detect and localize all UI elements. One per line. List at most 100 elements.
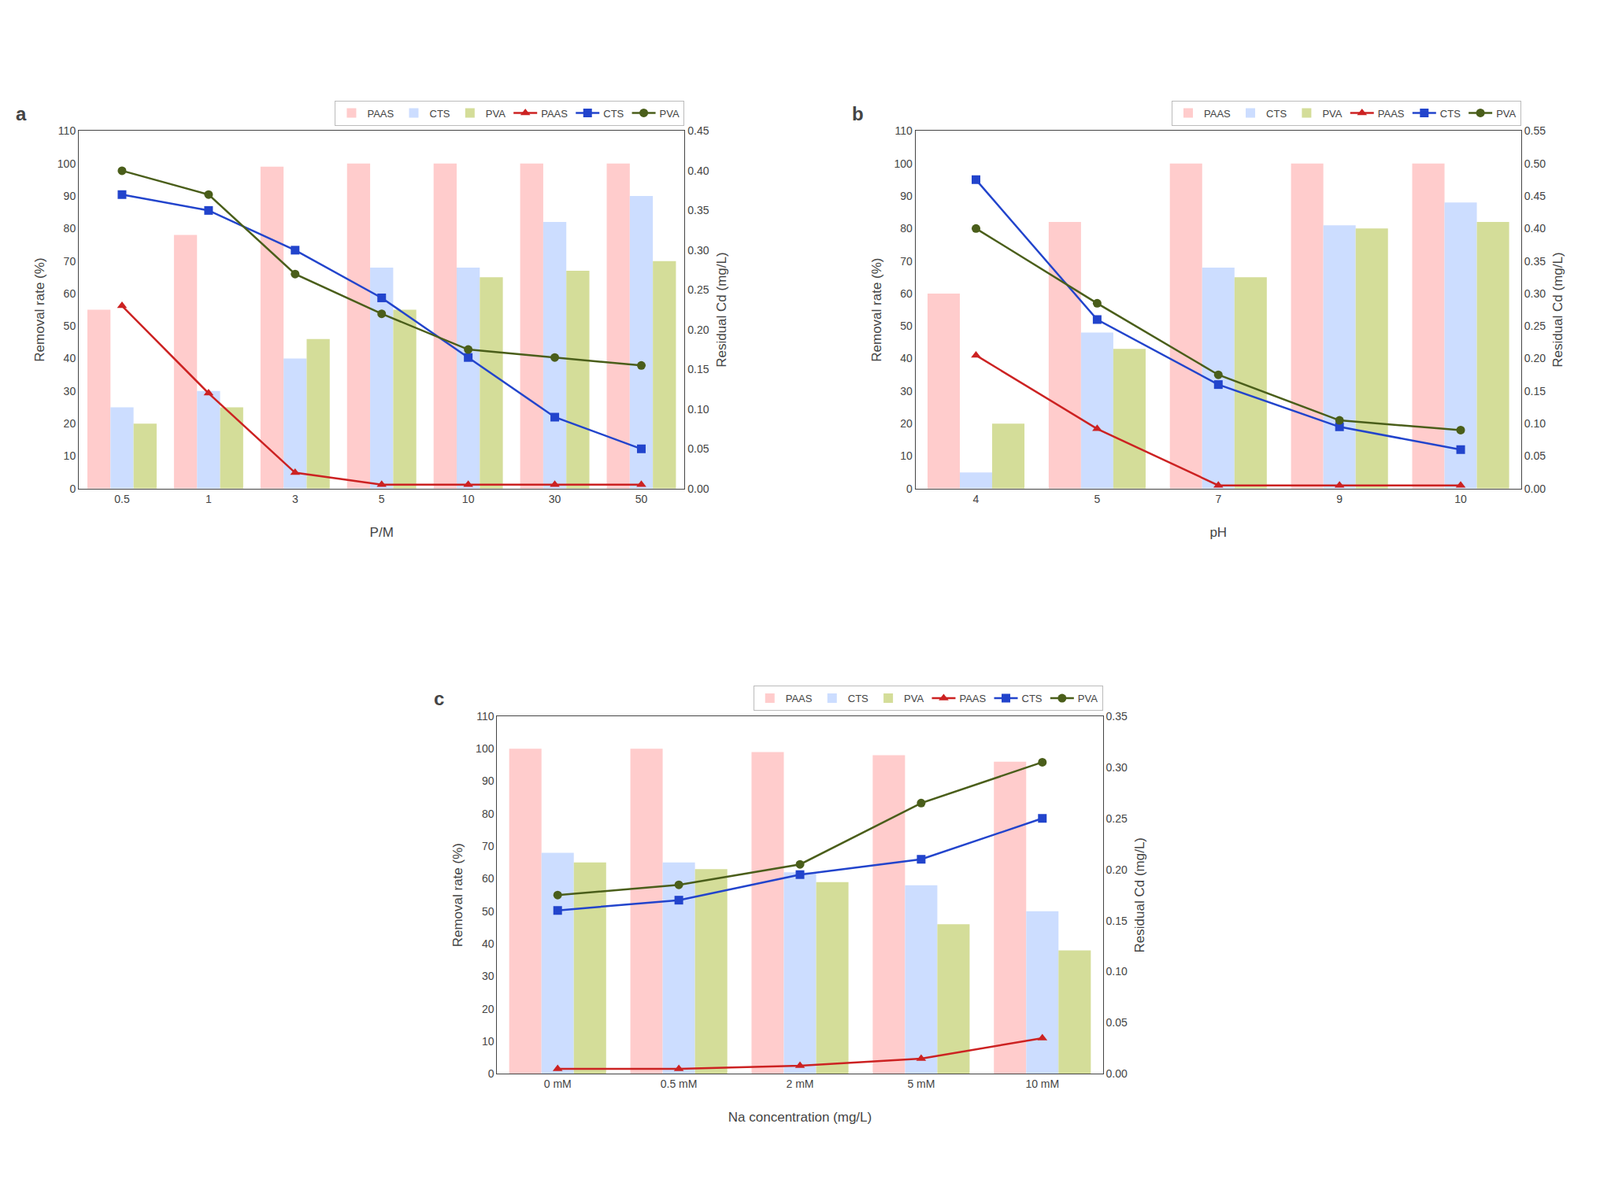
- svg-text:1: 1: [205, 492, 212, 506]
- svg-text:PAAS: PAAS: [959, 692, 986, 705]
- svg-text:50: 50: [63, 319, 77, 333]
- svg-text:PVA: PVA: [1077, 692, 1098, 705]
- svg-text:60: 60: [481, 872, 495, 886]
- svg-text:30: 30: [481, 970, 495, 983]
- svg-text:CTS: CTS: [848, 692, 869, 705]
- svg-text:9: 9: [1336, 492, 1343, 506]
- svg-text:7: 7: [1214, 492, 1222, 506]
- svg-text:0.15: 0.15: [1106, 914, 1128, 928]
- svg-text:0.15: 0.15: [1524, 385, 1546, 398]
- svg-text:20: 20: [900, 417, 913, 430]
- svg-text:0: 0: [488, 1067, 495, 1081]
- svg-text:0.10: 0.10: [687, 403, 709, 416]
- svg-text:100: 100: [57, 157, 77, 171]
- svg-text:Residual Cd (mg/L): Residual Cd (mg/L): [714, 251, 730, 367]
- svg-text:10: 10: [900, 449, 913, 463]
- svg-text:5 mM: 5 mM: [907, 1077, 935, 1091]
- svg-text:0.25: 0.25: [1106, 812, 1128, 826]
- svg-text:3: 3: [292, 492, 299, 506]
- svg-text:0.55: 0.55: [1524, 124, 1546, 138]
- svg-text:0.20: 0.20: [1524, 351, 1546, 365]
- svg-text:30: 30: [900, 385, 913, 398]
- svg-text:10: 10: [1454, 492, 1467, 506]
- svg-text:a: a: [15, 103, 27, 125]
- svg-text:110: 110: [476, 710, 495, 723]
- svg-text:40: 40: [900, 351, 913, 365]
- svg-text:0.30: 0.30: [1524, 287, 1546, 300]
- svg-text:70: 70: [481, 840, 495, 853]
- svg-text:CTS: CTS: [429, 107, 450, 120]
- svg-text:PVA: PVA: [485, 107, 506, 120]
- svg-text:5: 5: [378, 492, 386, 506]
- svg-text:50: 50: [635, 492, 649, 506]
- svg-text:Removal rate (%): Removal rate (%): [450, 843, 466, 948]
- svg-text:PAAS: PAAS: [1377, 107, 1405, 120]
- svg-text:80: 80: [63, 222, 77, 235]
- svg-text:0.40: 0.40: [1524, 222, 1546, 235]
- svg-text:0.20: 0.20: [687, 323, 709, 337]
- svg-text:Residual Cd (mg/L): Residual Cd (mg/L): [1132, 837, 1148, 953]
- svg-text:60: 60: [900, 287, 913, 300]
- svg-text:100: 100: [475, 742, 495, 756]
- svg-text:PVA: PVA: [903, 692, 924, 705]
- svg-text:CTS: CTS: [603, 107, 624, 120]
- svg-text:0.5: 0.5: [114, 492, 130, 506]
- svg-text:CTS: CTS: [1440, 107, 1461, 120]
- svg-text:30: 30: [548, 492, 562, 506]
- svg-text:90: 90: [481, 774, 495, 788]
- svg-text:c: c: [433, 688, 445, 710]
- svg-text:40: 40: [481, 937, 495, 951]
- svg-text:0.05: 0.05: [687, 442, 709, 456]
- svg-text:PAAS: PAAS: [366, 107, 394, 120]
- svg-text:10: 10: [462, 492, 475, 506]
- svg-text:0.25: 0.25: [687, 283, 709, 297]
- svg-text:0.50: 0.50: [1524, 157, 1546, 171]
- svg-text:110: 110: [58, 124, 77, 138]
- svg-text:40: 40: [63, 351, 77, 365]
- svg-text:PAAS: PAAS: [1203, 107, 1231, 120]
- svg-text:2 mM: 2 mM: [786, 1077, 815, 1091]
- svg-text:70: 70: [900, 255, 913, 268]
- svg-text:0.45: 0.45: [687, 124, 709, 138]
- svg-text:10 mM: 10 mM: [1025, 1077, 1060, 1091]
- svg-text:0.05: 0.05: [1106, 1016, 1128, 1030]
- svg-text:4: 4: [973, 492, 980, 506]
- svg-text:0.00: 0.00: [1106, 1067, 1128, 1081]
- svg-text:CTS: CTS: [1266, 107, 1287, 120]
- svg-text:0.05: 0.05: [1524, 449, 1546, 463]
- svg-text:5: 5: [1093, 492, 1100, 506]
- svg-text:80: 80: [900, 222, 913, 235]
- svg-text:50: 50: [481, 905, 495, 919]
- svg-text:0.35: 0.35: [1524, 255, 1546, 268]
- svg-text:90: 90: [900, 189, 913, 203]
- svg-text:10: 10: [481, 1035, 495, 1049]
- svg-text:pH: pH: [1209, 525, 1227, 541]
- svg-text:P/M: P/M: [370, 525, 394, 541]
- svg-text:Residual Cd (mg/L): Residual Cd (mg/L): [1551, 251, 1567, 367]
- svg-text:10: 10: [63, 449, 77, 463]
- svg-text:0: 0: [906, 482, 913, 496]
- svg-text:Removal rate (%): Removal rate (%): [869, 257, 885, 362]
- svg-text:PVA: PVA: [1322, 107, 1342, 120]
- svg-text:0.15: 0.15: [687, 362, 709, 376]
- svg-text:0.10: 0.10: [1106, 965, 1128, 978]
- svg-text:Removal rate (%): Removal rate (%): [32, 257, 48, 362]
- svg-text:PVA: PVA: [659, 107, 680, 120]
- svg-text:30: 30: [63, 385, 77, 398]
- svg-text:0.30: 0.30: [687, 244, 709, 257]
- svg-text:20: 20: [481, 1003, 495, 1016]
- svg-text:0.00: 0.00: [687, 482, 709, 496]
- svg-text:80: 80: [481, 807, 495, 821]
- svg-text:0.40: 0.40: [687, 164, 709, 178]
- svg-text:0.10: 0.10: [1524, 417, 1546, 430]
- svg-text:100: 100: [893, 157, 913, 171]
- svg-text:90: 90: [63, 189, 77, 203]
- svg-text:0.35: 0.35: [1106, 710, 1128, 723]
- svg-text:0.45: 0.45: [1524, 189, 1546, 203]
- svg-text:0.25: 0.25: [1524, 319, 1546, 333]
- svg-text:PAAS: PAAS: [540, 107, 568, 120]
- svg-text:50: 50: [900, 319, 913, 333]
- svg-text:PAAS: PAAS: [785, 692, 813, 705]
- svg-text:0.20: 0.20: [1106, 863, 1128, 877]
- svg-text:0.5 mM: 0.5 mM: [660, 1077, 698, 1091]
